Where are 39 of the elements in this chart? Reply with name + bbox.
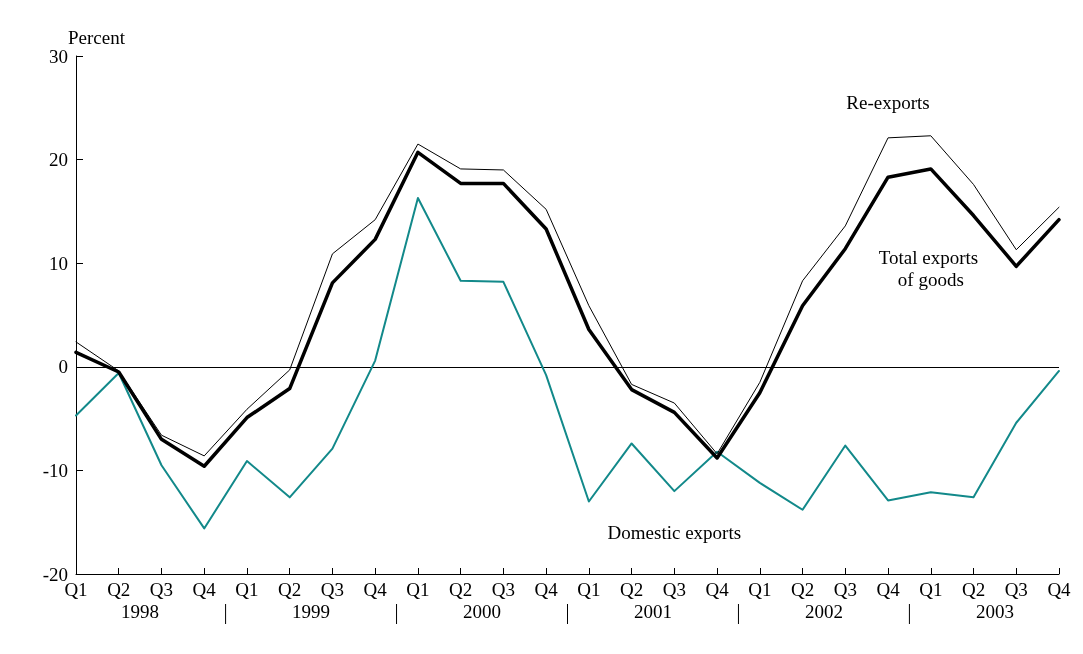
text: 1999 — [292, 601, 331, 622]
x-tick-label: Q1 — [577, 579, 601, 600]
series-label: Total exports of goods — [878, 246, 983, 290]
series-label: Re-exports — [846, 92, 930, 114]
text: 2000 — [463, 601, 502, 622]
x-tick-label: Q1 — [235, 579, 259, 600]
text: 1998 — [121, 601, 160, 622]
x-tick-label: Q4 — [534, 579, 559, 600]
y-tick-label: 30 — [49, 45, 68, 67]
series-label: Domestic exports — [607, 522, 742, 544]
y-tick-label: 10 — [49, 252, 68, 274]
x-tick-label: Q4 — [876, 579, 901, 600]
text: 2001 — [633, 601, 672, 622]
x-tick-label: Q3 — [491, 579, 516, 600]
x-tick-label: Q2 — [107, 579, 131, 600]
y-axis-title: Percent — [68, 26, 126, 48]
x-tick-label: Q4 — [705, 579, 730, 600]
x-tick-label: Q3 — [320, 579, 345, 600]
x-tick-label: Q3 — [662, 579, 686, 600]
x-tick-label: Q2 — [619, 579, 644, 600]
x-tick-label: Q4 — [1047, 579, 1072, 600]
x-tick-label: Q1 — [919, 579, 943, 600]
x-tick-label: Q2 — [449, 579, 473, 600]
x-tick-label: Q1 — [406, 579, 430, 600]
x-tick-label: Q1 — [748, 579, 772, 600]
x-tick-label: Q2 — [961, 579, 986, 600]
text: 2003 — [975, 601, 1014, 622]
x-tick-label: Q2 — [790, 579, 815, 600]
x-tick-label: Q4 — [363, 579, 388, 600]
x-tick-label: Q4 — [192, 579, 217, 600]
x-tick-label: Q3 — [1004, 579, 1028, 600]
y-tick-label: 0 — [58, 356, 68, 378]
y-tick-label: 20 — [49, 149, 68, 171]
y-tick-label: -20 — [42, 563, 68, 585]
text: 2002 — [804, 601, 843, 622]
x-tick-label: Q3 — [833, 579, 857, 600]
y-tick-label: -10 — [42, 459, 68, 481]
x-tick-label: Q3 — [149, 579, 174, 600]
x-tick-label: Q2 — [278, 579, 302, 600]
